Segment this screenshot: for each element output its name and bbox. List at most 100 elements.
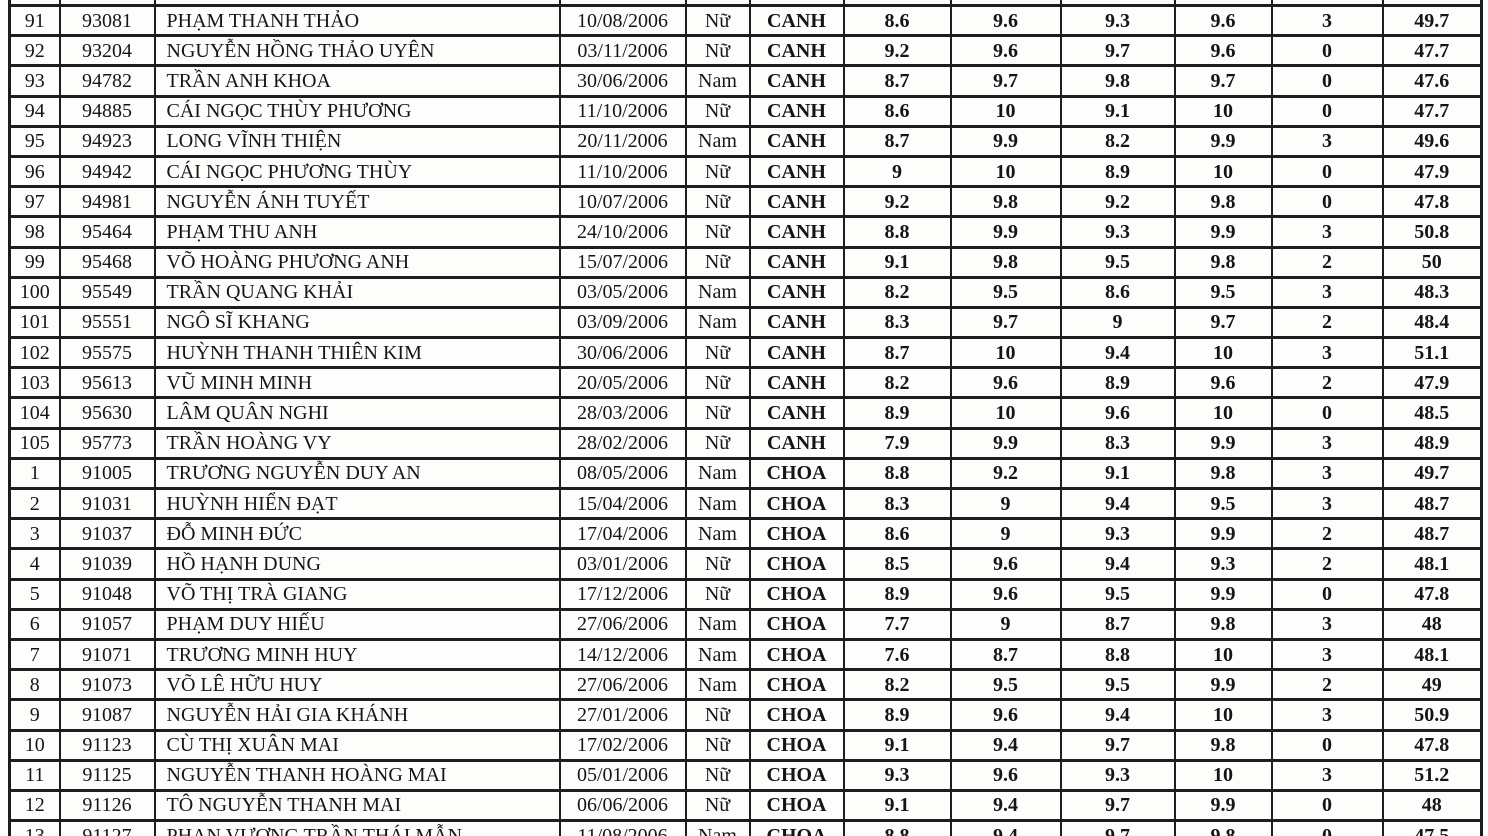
cell-name: NGUYỄN HỒNG THẢO UYÊN <box>153 34 561 68</box>
cell-name: PHẠM THU ANH <box>153 215 561 249</box>
partial-row-cell <box>748 0 845 7</box>
cell-total: 47.7 <box>1381 94 1483 128</box>
cell-class: CHOA <box>748 456 845 491</box>
cell-bonus: 3 <box>1270 607 1384 641</box>
cell-name: HUỲNH HIỂN ĐẠT <box>153 486 561 521</box>
cell-total: 47.8 <box>1381 728 1483 762</box>
cell-no: 94 <box>8 94 61 128</box>
cell-score1: 9 <box>842 154 952 189</box>
cell-score2: 9 <box>949 486 1062 521</box>
cell-bonus: 0 <box>1270 788 1384 823</box>
table-row: 13 91127 PHAN VƯƠNG TRẦN THÁI MẪN 11/08/200… <box>8 819 1483 836</box>
cell-gender: Nam <box>684 637 751 672</box>
cell-score1: 8.2 <box>842 275 952 309</box>
cell-name: TRƯƠNG NGUYỄN DUY AN <box>153 456 561 491</box>
cell-no: 99 <box>8 245 61 279</box>
cell-dob: 15/07/2006 <box>558 245 687 279</box>
cell-class: CANH <box>748 154 845 189</box>
cell-score2: 9.6 <box>949 577 1062 611</box>
cell-dob: 03/09/2006 <box>558 305 687 340</box>
cell-score1: 8.3 <box>842 486 952 521</box>
cell-dob: 24/10/2006 <box>558 215 687 249</box>
cell-dob: 03/11/2006 <box>558 34 687 68</box>
score-table: 91 93081 PHẠM THANH THẢO 10/08/2006 Nữ CANH 8.… <box>8 0 1483 836</box>
cell-score4: 10 <box>1173 758 1273 792</box>
cell-bonus: 3 <box>1270 124 1384 158</box>
cell-no: 93 <box>8 64 61 98</box>
cell-score3: 9.2 <box>1059 185 1176 219</box>
cell-score4: 9.7 <box>1173 64 1273 98</box>
cell-dob: 20/11/2006 <box>558 124 687 158</box>
cell-class: CHOA <box>748 668 845 702</box>
cell-score1: 8.9 <box>842 698 952 732</box>
cell-class: CANH <box>748 305 845 340</box>
partial-row-cell <box>842 0 952 7</box>
table-row: 93 94782 TRẦN ANH KHOA 30/06/2006 Nam CANH 8.7… <box>8 64 1483 98</box>
cell-score1: 8.9 <box>842 396 952 430</box>
cell-class: CANH <box>748 94 845 128</box>
cell-name: HỒ HẠNH DUNG <box>153 547 561 581</box>
cell-class: CHOA <box>748 698 845 732</box>
partial-row-cell <box>1381 0 1483 7</box>
cell-class: CANH <box>748 215 845 249</box>
cell-id: 91037 <box>58 517 156 551</box>
cell-score4: 9.6 <box>1173 366 1273 400</box>
cell-dob: 06/06/2006 <box>558 788 687 823</box>
cell-gender: Nam <box>684 486 751 521</box>
cell-score2: 9.6 <box>949 366 1062 400</box>
cell-score2: 9.8 <box>949 245 1062 279</box>
cell-score2: 8.7 <box>949 637 1062 672</box>
cell-score4: 9.7 <box>1173 305 1273 340</box>
cell-score2: 9.9 <box>949 426 1062 460</box>
table-row: 92 93204 NGUYỄN HỒNG THẢO UYÊN 03/11/2006 Nữ… <box>8 34 1483 68</box>
cell-class: CHOA <box>748 517 845 551</box>
cell-dob: 30/06/2006 <box>558 64 687 98</box>
cell-total: 48 <box>1381 788 1483 823</box>
table-row: 95 94923 LONG VĨNH THIỆN 20/11/2006 Nam CANH 8… <box>8 124 1483 158</box>
cell-class: CANH <box>748 245 845 279</box>
cell-score3: 9.7 <box>1059 788 1176 823</box>
cell-id: 95549 <box>58 275 156 309</box>
table-row: 2 91031 HUỲNH HIỂN ĐẠT 15/04/2006 Nam CHOA 8.3… <box>8 486 1483 521</box>
cell-score4: 9.9 <box>1173 788 1273 823</box>
table-row: 4 91039 HỒ HẠNH DUNG 03/01/2006 Nữ CHOA 8.5 9.6… <box>8 547 1483 581</box>
partial-row-cell <box>684 0 751 7</box>
cell-score3: 8.9 <box>1059 154 1176 189</box>
cell-id: 95551 <box>58 305 156 340</box>
cell-total: 50.9 <box>1381 698 1483 732</box>
cell-dob: 10/08/2006 <box>558 3 687 38</box>
cell-total: 48.7 <box>1381 517 1483 551</box>
partial-row-top <box>8 0 1483 7</box>
cell-id: 91127 <box>58 819 156 836</box>
cell-id: 94885 <box>58 94 156 128</box>
cell-class: CANH <box>748 336 845 370</box>
cell-score3: 9.6 <box>1059 396 1176 430</box>
cell-gender: Nam <box>684 819 751 836</box>
cell-class: CHOA <box>748 819 845 836</box>
cell-bonus: 2 <box>1270 366 1384 400</box>
cell-bonus: 2 <box>1270 305 1384 340</box>
cell-total: 48.7 <box>1381 486 1483 521</box>
cell-no: 91 <box>8 3 61 38</box>
cell-score4: 9.8 <box>1173 728 1273 762</box>
cell-score3: 9.7 <box>1059 728 1176 762</box>
cell-name: HUỲNH THANH THIÊN KIM <box>153 336 561 370</box>
cell-score3: 9.5 <box>1059 245 1176 279</box>
cell-dob: 17/04/2006 <box>558 517 687 551</box>
partial-row-cell <box>58 0 156 7</box>
cell-score1: 7.6 <box>842 637 952 672</box>
cell-score4: 9.9 <box>1173 124 1273 158</box>
cell-score4: 9.9 <box>1173 215 1273 249</box>
cell-no: 9 <box>8 698 61 732</box>
cell-name: VÕ THỊ TRÀ GIANG <box>153 577 561 611</box>
cell-id: 95773 <box>58 426 156 460</box>
cell-no: 11 <box>8 758 61 792</box>
cell-gender: Nữ <box>684 366 751 400</box>
cell-bonus: 0 <box>1270 728 1384 762</box>
cell-dob: 15/04/2006 <box>558 486 687 521</box>
table-row: 102 95575 HUỲNH THANH THIÊN KIM 30/06/2006 N… <box>8 336 1483 370</box>
cell-name: CÁI NGỌC PHƯƠNG THÙY <box>153 154 561 189</box>
cell-total: 49.7 <box>1381 3 1483 38</box>
cell-gender: Nữ <box>684 698 751 732</box>
cell-total: 48.5 <box>1381 396 1483 430</box>
